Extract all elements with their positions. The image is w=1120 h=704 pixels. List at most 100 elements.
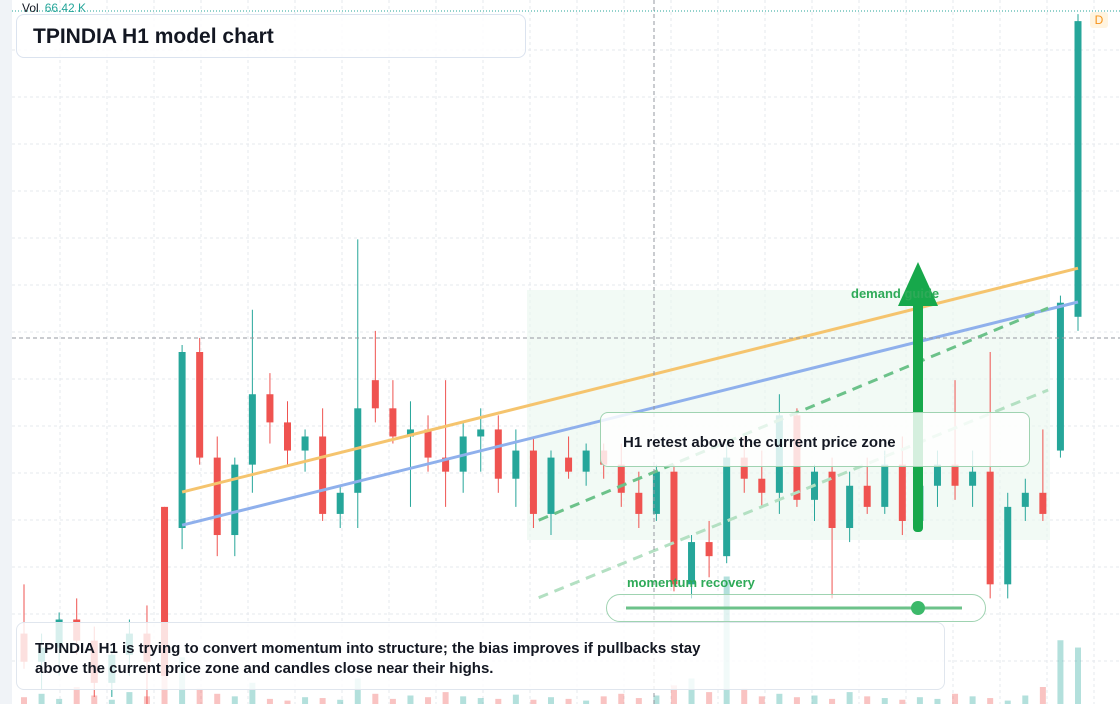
interval-badge[interactable]: D	[1090, 12, 1108, 28]
candle-body	[1004, 506, 1012, 585]
note-line: above the current price zone and candles…	[35, 660, 494, 677]
candle-body	[635, 492, 643, 514]
candle-body	[951, 464, 959, 486]
candle-body	[881, 464, 889, 507]
volume-bar	[881, 698, 888, 704]
volume-bar	[354, 678, 361, 704]
volume-bar	[565, 698, 572, 704]
volume-bar	[670, 685, 677, 704]
volume-bar	[512, 694, 519, 704]
candle-body	[389, 408, 397, 437]
candle-body	[354, 408, 362, 493]
volume-bar	[460, 696, 467, 704]
candle-body	[828, 471, 836, 528]
left-edge	[0, 0, 12, 704]
volume-bar	[688, 678, 695, 704]
volume-bar	[916, 697, 923, 704]
volume-bar	[864, 696, 871, 704]
momentum-slider	[606, 594, 986, 622]
volume-bar	[91, 695, 98, 704]
candle-body	[477, 429, 485, 437]
candle-body	[582, 450, 590, 472]
candle-body	[1021, 492, 1029, 507]
volume-bar	[73, 687, 80, 704]
candle-body	[161, 506, 169, 676]
volume-bar	[337, 699, 344, 704]
slider-knob	[911, 601, 925, 615]
volume-bar	[741, 688, 748, 704]
candle-body	[863, 485, 871, 507]
volume-bar	[635, 698, 642, 704]
volume-bar	[407, 695, 414, 704]
volume-name: Vol	[22, 1, 39, 15]
overlay-line	[538, 388, 1049, 600]
candle-body	[336, 492, 344, 514]
volume-bar	[987, 698, 994, 704]
volume-bar	[442, 692, 449, 704]
candle-body	[213, 457, 221, 536]
candle-body	[512, 450, 520, 479]
retest-box: H1 retest above the current price zone	[600, 412, 1030, 467]
candle-body	[933, 464, 941, 486]
candle-body	[424, 429, 432, 458]
title-box: TPINDIA H1 model chart	[16, 14, 526, 58]
candle-body	[406, 429, 414, 437]
candle-body	[969, 471, 977, 486]
candle-body	[565, 457, 573, 472]
volume-bar	[284, 700, 291, 704]
candle-body	[231, 464, 239, 536]
candle-body	[652, 471, 660, 514]
volume-bar	[583, 700, 590, 704]
volume-bar	[1039, 687, 1046, 704]
volume-bar	[1022, 695, 1029, 704]
volume-bar	[548, 697, 554, 704]
volume-bar	[758, 696, 765, 704]
volume-bar	[38, 693, 45, 704]
candle-body	[284, 422, 291, 451]
candle-body	[986, 471, 994, 585]
candle-body	[670, 471, 678, 585]
volume-bar	[302, 697, 309, 704]
volume-bar	[1075, 647, 1081, 704]
candle-body	[723, 457, 731, 557]
volume-bar	[56, 698, 63, 704]
volume-bar	[899, 699, 906, 704]
candle-body	[1056, 302, 1064, 451]
candle-body	[319, 436, 327, 514]
candle-body	[688, 542, 696, 585]
volume-bar	[108, 699, 115, 704]
candle-body	[758, 478, 766, 493]
volume-bar	[477, 698, 484, 704]
candle-body	[740, 457, 748, 479]
slider-track	[626, 601, 962, 615]
volume-bar	[21, 697, 27, 704]
volume-bar	[319, 698, 326, 704]
volume-bar	[969, 696, 976, 704]
zone-label: demand guide	[851, 286, 940, 301]
candle-body	[1039, 492, 1047, 514]
note-box: TPINDIA H1 is trying to convert momentum…	[16, 622, 945, 690]
volume-bar	[389, 698, 396, 704]
candle-body	[266, 394, 274, 423]
volume-bar	[372, 693, 379, 704]
volume-bar	[618, 693, 625, 704]
volume-bar	[793, 697, 800, 704]
note-line: TPINDIA H1 is trying to convert momentum…	[35, 640, 701, 657]
volume-bar	[214, 693, 221, 704]
arrow-head	[898, 262, 938, 306]
candle-body	[547, 457, 555, 514]
candle-body	[494, 429, 502, 479]
candle-body	[529, 450, 537, 514]
candle-body	[248, 394, 256, 465]
volume-bar	[706, 692, 713, 704]
candle-body	[1074, 21, 1082, 317]
volume-bar	[196, 688, 203, 704]
volume-bar	[829, 698, 836, 704]
volume-bar	[495, 698, 502, 704]
candle-body	[178, 352, 186, 528]
momentum-label: momentum recovery	[627, 575, 755, 590]
volume-bar	[425, 697, 432, 704]
volume-bar	[846, 692, 853, 704]
volume-bar	[231, 696, 238, 704]
